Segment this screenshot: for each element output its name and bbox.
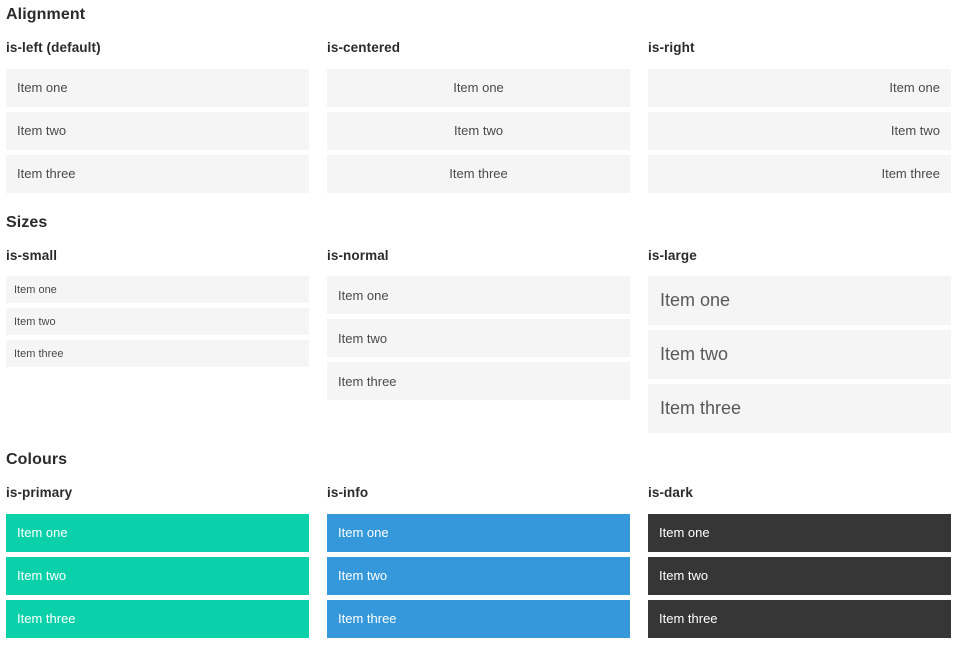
section-columns: is-small Item one Item two Item three is-n… [6, 247, 951, 433]
column-header: is-large [648, 247, 697, 263]
list-item: Item three [648, 599, 951, 638]
list-item: Item two [6, 111, 309, 150]
list-item: Item two [327, 556, 630, 595]
demo-column: is-primary Item one Item two Item three [6, 485, 309, 638]
section-title: Sizes [6, 213, 48, 231]
demo-column: is-large Item one Item two Item three [648, 247, 951, 433]
list-demo-page: Alignment is-left (default) Item one Item… [6, 5, 951, 638]
column-header: is-primary [6, 485, 73, 500]
demo-column: is-small Item one Item two Item three [6, 247, 309, 367]
column-header: is-right [648, 40, 695, 55]
list-item: Item one [648, 513, 951, 552]
list-item: Item two [648, 556, 951, 595]
column-header: is-dark [648, 485, 693, 500]
list-item: Item one [6, 513, 309, 552]
demo-section: Colours is-primary Item one Item two Item … [6, 450, 951, 638]
list-item: Item one [327, 276, 630, 314]
demo-column: is-info Item one Item two Item three [327, 485, 630, 638]
demo-column: is-dark Item one Item two Item three [648, 485, 951, 638]
demo-section: Alignment is-left (default) Item one Item… [6, 5, 951, 193]
list-item: Item three [327, 599, 630, 638]
list-item: Item three [327, 362, 630, 400]
list-item: Item three [648, 154, 951, 193]
list-item: Item one [6, 276, 309, 303]
item-list: Item one Item two Item three [327, 513, 630, 638]
item-list: Item one Item two Item three [6, 276, 309, 367]
demo-column: is-right Item one Item two Item three [648, 40, 951, 193]
section-title: Alignment [6, 6, 86, 23]
column-header: is-left (default) [6, 40, 101, 55]
column-header: is-small [6, 247, 58, 263]
demo-section: Sizes is-small Item one Item two Item thre… [6, 213, 951, 433]
column-header: is-normal [327, 247, 389, 263]
item-list: Item one Item two Item three [327, 276, 630, 400]
list-item: Item three [6, 340, 309, 367]
section-columns: is-left (default) Item one Item two Item t… [6, 40, 951, 193]
demo-column: is-left (default) Item one Item two Item t… [6, 40, 309, 193]
list-item: Item three [648, 384, 951, 433]
item-list: Item one Item two Item three [327, 68, 630, 193]
item-list: Item one Item two Item three [648, 513, 951, 638]
list-item: Item two [327, 319, 630, 357]
list-item: Item one [648, 276, 951, 325]
item-list: Item one Item two Item three [648, 68, 951, 193]
demo-column: is-centered Item one Item two Item three [327, 40, 630, 193]
section-title: Colours [6, 451, 68, 468]
list-item: Item two [6, 308, 309, 335]
list-item: Item two [648, 111, 951, 150]
list-item: Item two [648, 330, 951, 379]
column-header: is-info [327, 485, 369, 500]
column-header: is-centered [327, 40, 401, 55]
list-item: Item one [6, 68, 309, 107]
item-list: Item one Item two Item three [6, 68, 309, 193]
list-item: Item one [327, 68, 630, 107]
item-list: Item one Item two Item three [6, 513, 309, 638]
list-item: Item two [6, 556, 309, 595]
list-item: Item one [327, 513, 630, 552]
list-item: Item three [6, 154, 309, 193]
item-list: Item one Item two Item three [648, 276, 951, 433]
list-item: Item three [327, 154, 630, 193]
list-item: Item one [648, 68, 951, 107]
list-item: Item two [327, 111, 630, 150]
section-columns: is-primary Item one Item two Item three is… [6, 485, 951, 638]
demo-column: is-normal Item one Item two Item three [327, 247, 630, 400]
list-item: Item three [6, 599, 309, 638]
